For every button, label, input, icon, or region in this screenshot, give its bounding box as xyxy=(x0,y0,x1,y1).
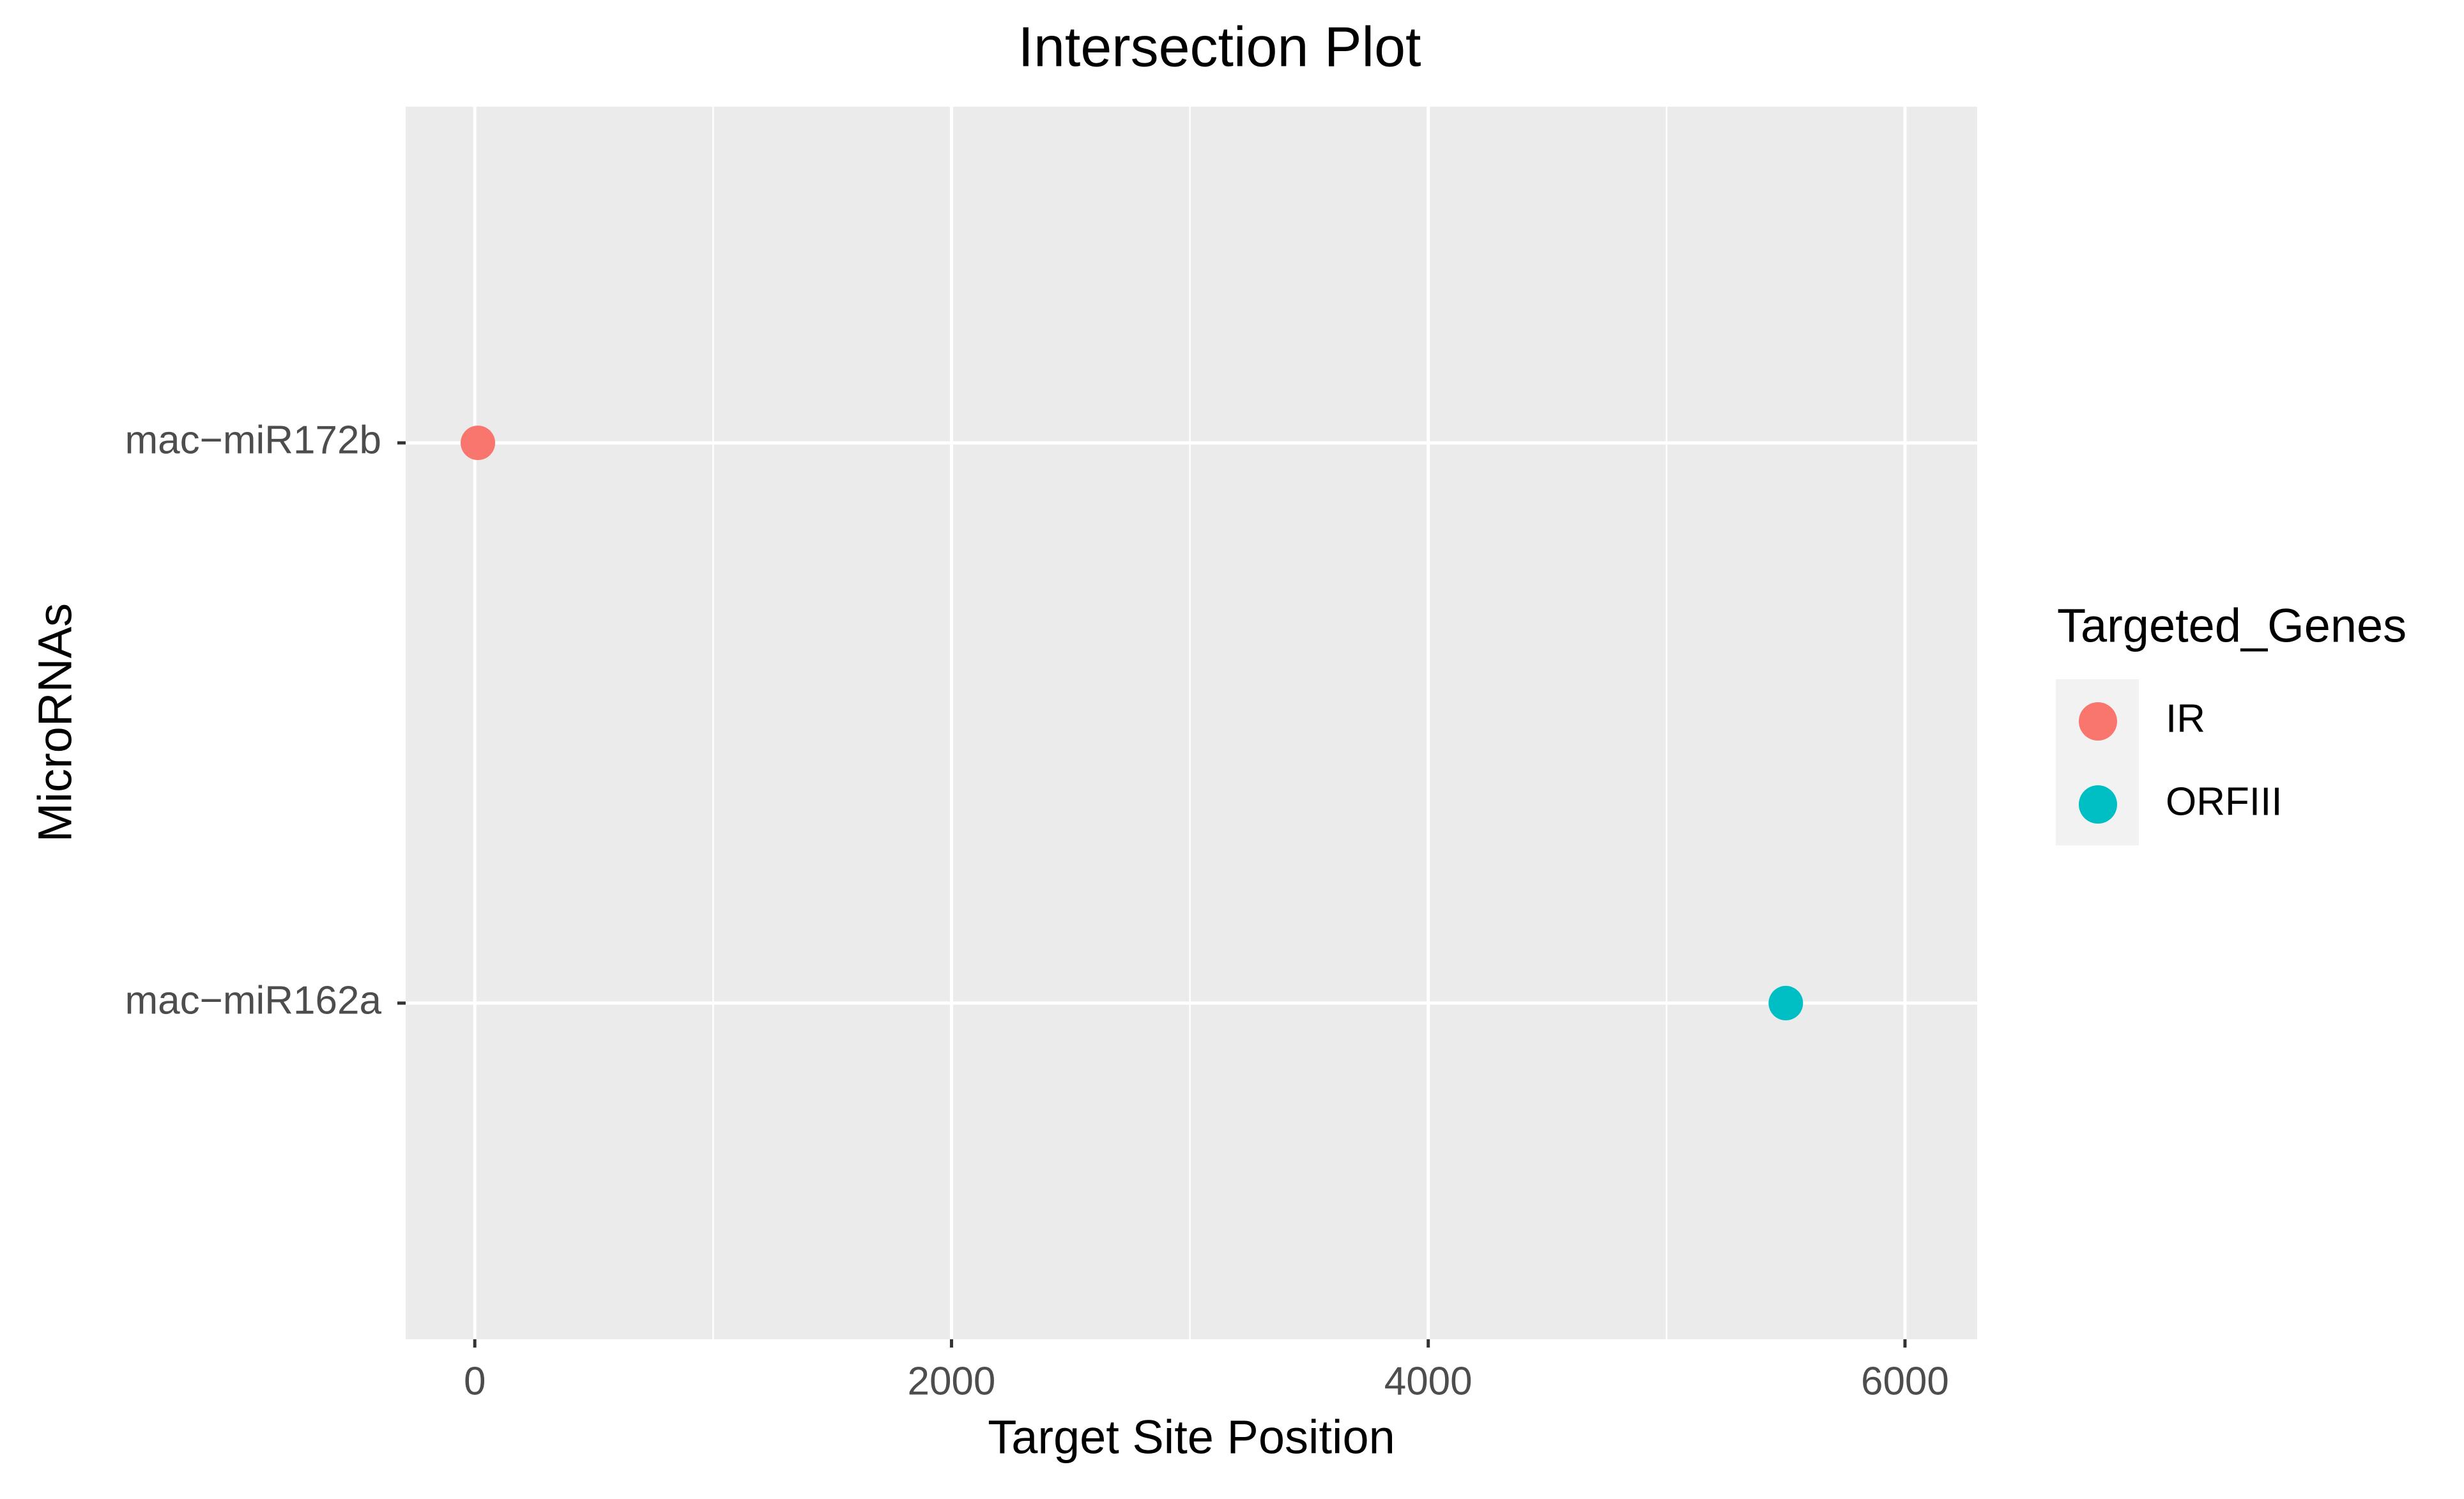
point xyxy=(1768,985,1803,1020)
y-tick-label: mac−miR172b xyxy=(125,418,381,462)
legend-title: Targeted_Genes xyxy=(2057,599,2407,652)
x-tick-label: 6000 xyxy=(1861,1359,1949,1403)
legend-key xyxy=(2079,785,2117,824)
x-tick-label: 2000 xyxy=(907,1359,995,1403)
x-tick-label: 0 xyxy=(464,1359,486,1403)
legend-label: ORFIII xyxy=(2166,780,2283,824)
legend-label: IR xyxy=(2166,696,2205,741)
chart-title: Intersection Plot xyxy=(1018,15,1421,78)
x-tick-label: 4000 xyxy=(1384,1359,1473,1403)
legend-key xyxy=(2079,702,2117,741)
y-axis-title: MicroRNAs xyxy=(29,603,82,842)
y-tick-label: mac−miR162a xyxy=(125,978,382,1022)
point xyxy=(461,426,496,461)
panel xyxy=(406,107,1977,1339)
x-axis-title: Target Site Position xyxy=(988,1411,1395,1464)
